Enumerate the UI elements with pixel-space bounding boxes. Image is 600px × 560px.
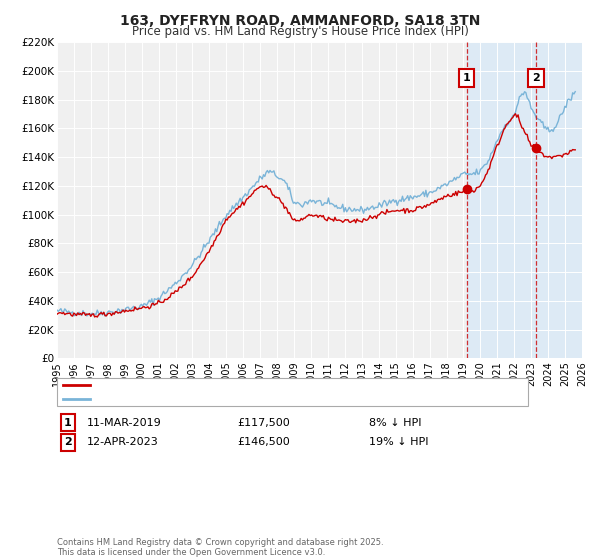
Text: 19% ↓ HPI: 19% ↓ HPI	[369, 437, 428, 447]
Text: 12-APR-2023: 12-APR-2023	[87, 437, 159, 447]
Text: 1: 1	[64, 418, 71, 428]
Text: £146,500: £146,500	[237, 437, 290, 447]
Text: Contains HM Land Registry data © Crown copyright and database right 2025.
This d: Contains HM Land Registry data © Crown c…	[57, 538, 383, 557]
Text: 163, DYFFRYN ROAD, AMMANFORD, SA18 3TN: 163, DYFFRYN ROAD, AMMANFORD, SA18 3TN	[120, 14, 480, 28]
Text: 2: 2	[64, 437, 71, 447]
Text: 1: 1	[463, 73, 470, 83]
Text: 8% ↓ HPI: 8% ↓ HPI	[369, 418, 421, 428]
Text: Price paid vs. HM Land Registry's House Price Index (HPI): Price paid vs. HM Land Registry's House …	[131, 25, 469, 38]
Bar	[467, 42, 574, 358]
Text: 2: 2	[532, 73, 540, 83]
Text: 11-MAR-2019: 11-MAR-2019	[87, 418, 162, 428]
Bar	[574, 42, 582, 358]
Text: 163, DYFFRYN ROAD, AMMANFORD, SA18 3TN (semi-detached house): 163, DYFFRYN ROAD, AMMANFORD, SA18 3TN (…	[96, 380, 445, 390]
Text: HPI: Average price, semi-detached house, Carmarthenshire: HPI: Average price, semi-detached house,…	[96, 394, 392, 404]
Text: £117,500: £117,500	[237, 418, 290, 428]
